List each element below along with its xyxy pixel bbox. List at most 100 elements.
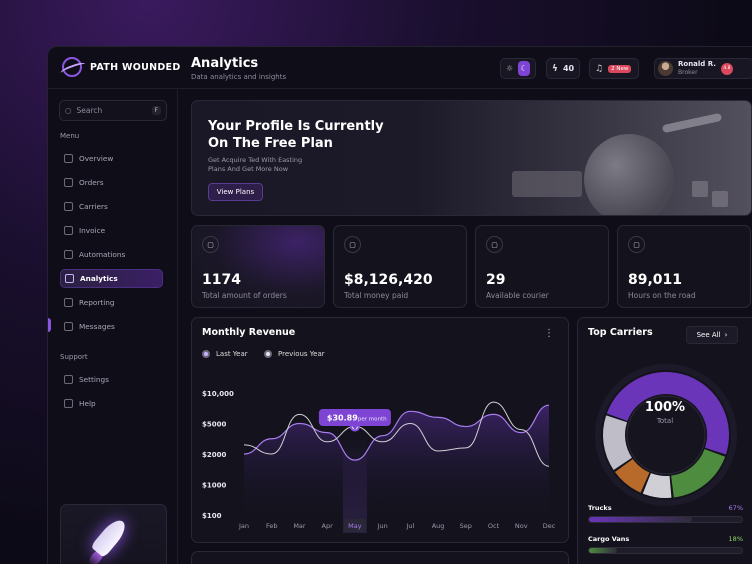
x-tick-label[interactable]: Dec	[543, 522, 556, 530]
donut-total-value: 100%	[644, 400, 686, 415]
automations-icon	[64, 250, 73, 259]
settings-icon	[64, 375, 73, 384]
donut-inner-disc	[626, 395, 706, 475]
brand-logo[interactable]: PATH WOUNDED	[62, 57, 181, 77]
search-placeholder: Search	[76, 106, 103, 115]
y-tick-label: $10,000	[202, 390, 234, 398]
x-tick-label[interactable]: Oct	[488, 522, 500, 530]
user-name: Ronald R.	[678, 60, 716, 68]
carrier-bar-percent: 18%	[728, 535, 743, 543]
sidebar-item-invoice[interactable]: Invoice	[60, 221, 163, 240]
monthly-revenue-card: Monthly Revenue ⋮ Last Year Previous Yea…	[191, 317, 569, 543]
carrier-bar-track	[588, 516, 743, 523]
free-plan-banner: Your Profile Is Currently On The Free Pl…	[191, 100, 752, 216]
sidebar-item-label: Messages	[79, 322, 115, 331]
y-tick-label: $5000	[202, 421, 226, 429]
energy-counter[interactable]: ϟ 40	[546, 58, 580, 79]
stat-card[interactable]: ▢ 29 Available courier	[475, 225, 609, 308]
planet-logo-icon	[62, 57, 82, 77]
sidebar-item-messages[interactable]: Messages	[60, 317, 163, 336]
more-options-icon[interactable]: ⋮	[544, 328, 554, 339]
x-tick-label[interactable]: Aug	[432, 522, 445, 530]
carrier-bar-label: Trucks	[588, 504, 612, 512]
overview-icon	[64, 154, 73, 163]
carrier-bar-row: Cargo Vans 18%	[588, 535, 743, 554]
revenue-line-chart[interactable]: $10,000 $5000 $2000 $1000 $100 Jan Feb Mar Apr Ma…	[192, 318, 570, 544]
carrier-bar-row: Trucks 67%	[588, 504, 743, 523]
lightning-icon: ϟ	[552, 63, 558, 74]
search-shortcut-key: F	[151, 106, 161, 115]
search-input[interactable]: ○ Search F	[59, 100, 167, 121]
carrier-bar-fill	[589, 517, 692, 522]
banner-title: Your Profile Is Currently On The Free Pl…	[208, 119, 384, 151]
carrier-bar-label: Cargo Vans	[588, 535, 630, 543]
sidebar-item-label: Carriers	[79, 202, 108, 211]
sidebar-item-overview[interactable]: Overview	[60, 149, 163, 168]
theme-toggle[interactable]: ☼ ☾	[500, 58, 536, 79]
stat-label: Total amount of orders	[202, 291, 287, 300]
y-tick-label: $100	[202, 512, 222, 520]
upgrade-promo-card[interactable]	[60, 504, 167, 564]
airplane-graphic	[661, 112, 723, 134]
legend-previous-year[interactable]: Previous Year	[264, 350, 325, 358]
sidebar-item-help[interactable]: Help	[60, 394, 163, 413]
sidebar-item-reporting[interactable]: Reporting	[60, 293, 163, 312]
stat-value: 29	[486, 272, 506, 288]
x-tick-label[interactable]: Jun	[377, 522, 388, 530]
x-tick-label[interactable]: Apr	[322, 522, 334, 530]
last-year-line[interactable]	[243, 404, 550, 461]
x-tick-label[interactable]: Jul	[405, 522, 414, 530]
sidebar-item-orders[interactable]: Orders	[60, 173, 163, 192]
sidebar-item-settings[interactable]: Settings	[60, 370, 163, 389]
avatar	[658, 61, 673, 76]
user-role: Broker	[678, 69, 698, 76]
donut-total-label: Total	[656, 417, 674, 425]
moon-icon[interactable]: ☾	[518, 61, 530, 76]
stat-value: 1174	[202, 272, 241, 288]
legend-last-year-label: Last Year	[216, 350, 248, 358]
x-tick-label[interactable]: May	[348, 522, 362, 530]
x-tick-label[interactable]: Feb	[266, 522, 278, 530]
chevron-right-icon: ›	[724, 331, 728, 339]
stat-card[interactable]: ▢ 89,011 Hours on the road	[617, 225, 751, 308]
tooltip-value: $30.89	[327, 414, 358, 423]
x-tick-label[interactable]: Mar	[293, 522, 306, 530]
sun-icon[interactable]: ☼	[506, 64, 514, 73]
user-rating-badge: 4.8	[720, 62, 733, 75]
crate-graphic	[712, 191, 728, 207]
see-all-button[interactable]: See All ›	[686, 326, 738, 344]
tooltip-unit: per month	[358, 417, 387, 423]
top-bar: PATH WOUNDED Analytics Data analytics an…	[48, 47, 752, 89]
clock-icon: ▢	[628, 236, 645, 253]
previous-year-line[interactable]	[243, 401, 550, 467]
user-menu[interactable]: Ronald R. Broker 4.8 ›	[654, 58, 752, 79]
bell-icon: ♫	[595, 63, 604, 74]
messages-icon	[64, 322, 73, 331]
carriers-donut-chart[interactable]	[578, 356, 752, 536]
stat-card[interactable]: ▢ $8,126,420 Total money paid	[333, 225, 467, 308]
tooltip-pointer	[351, 426, 358, 430]
sidebar-item-carriers[interactable]: Carriers	[60, 197, 163, 216]
chart-tooltip	[318, 409, 391, 426]
search-icon: ○	[65, 106, 72, 115]
sidebar-item-analytics[interactable]: Analytics	[60, 269, 163, 288]
sidebar-item-automations[interactable]: Automations	[60, 245, 163, 264]
notifications-button[interactable]: ♫ 2 New	[589, 58, 639, 79]
x-tick-label[interactable]: Nov	[515, 522, 528, 530]
legend-previous-year-label: Previous Year	[278, 350, 325, 358]
y-tick-label: $2000	[202, 451, 226, 459]
view-plans-button[interactable]: View Plans	[208, 183, 263, 201]
stat-value: 89,011	[628, 272, 683, 288]
y-tick-label: $1000	[202, 482, 226, 490]
x-tick-label[interactable]: Sep	[460, 522, 472, 530]
carrier-bar-percent: 67%	[728, 504, 743, 512]
page-title: Analytics	[191, 56, 259, 71]
stat-card[interactable]: ▢ 1174 Total amount of orders	[191, 225, 325, 308]
x-tick-label[interactable]: Jan	[238, 522, 249, 530]
orders-icon	[64, 178, 73, 187]
sidebar-item-label: Invoice	[79, 226, 106, 235]
legend-last-year[interactable]: Last Year	[202, 350, 248, 358]
sidebar: ○ Search F Menu Overview Orders Carriers In…	[48, 89, 178, 564]
donut-segment-white[interactable]	[599, 368, 732, 501]
bottom-card	[191, 551, 569, 564]
